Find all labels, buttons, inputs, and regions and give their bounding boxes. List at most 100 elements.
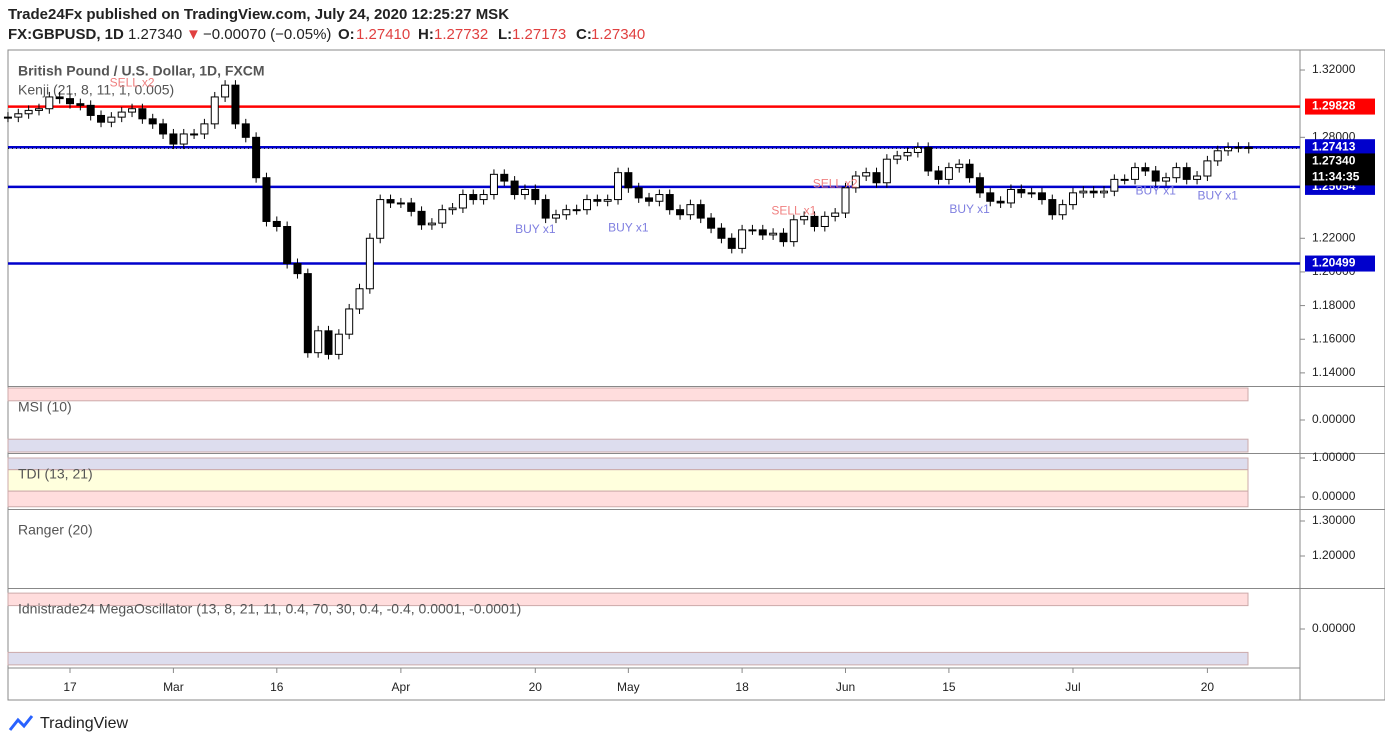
candle (148, 118, 157, 125)
symbol: FX:GBPUSD, 1D (8, 26, 124, 43)
candle (851, 175, 860, 189)
candle (645, 197, 654, 202)
candle (1068, 192, 1077, 206)
candle (1151, 170, 1160, 182)
candle (965, 163, 974, 179)
candle (179, 133, 188, 145)
signal-label: SELL x2 (813, 177, 858, 191)
candle (45, 96, 54, 110)
level-tag (1305, 139, 1375, 156)
candle (676, 209, 685, 216)
candle (324, 330, 333, 355)
candle (231, 84, 240, 125)
y-tick-label: 1.16000 (1312, 331, 1356, 345)
pane-band (7, 592, 1249, 607)
candle (107, 116, 116, 123)
signal-label: SELL x2 (110, 76, 155, 90)
candle (686, 204, 695, 216)
candle (489, 173, 498, 196)
last: 1.27340 (128, 26, 182, 43)
pane-title: Ranger (20) (18, 522, 93, 538)
frame (7, 49, 1385, 701)
level-label: 1.27413 (1312, 139, 1356, 153)
pane-y-tick-label: 1.30000 (1312, 513, 1356, 527)
candle (1141, 167, 1150, 172)
candle (562, 209, 571, 216)
current-label: 1.27340 (1312, 154, 1356, 168)
candle (655, 194, 664, 202)
candle (738, 229, 747, 249)
x-tick-label: 20 (529, 680, 543, 694)
candle (500, 173, 509, 182)
candle (820, 215, 829, 228)
candle (76, 103, 85, 106)
l-label: L: (498, 26, 512, 43)
candle (924, 146, 933, 172)
candle (1172, 167, 1181, 179)
candle (427, 222, 436, 226)
candle (190, 133, 199, 136)
candle (55, 96, 64, 100)
candle (789, 219, 798, 243)
candle (572, 209, 581, 212)
candle (717, 227, 726, 239)
candle (1017, 188, 1026, 194)
candle (128, 108, 137, 113)
candle (66, 98, 74, 105)
candle (955, 163, 964, 169)
candle (14, 113, 23, 118)
candle (986, 192, 995, 202)
candle (1006, 188, 1015, 204)
publisher: Trade24Fx published on TradingView.com, … (8, 6, 509, 23)
candle (996, 200, 1005, 204)
candle (634, 187, 643, 199)
candle (758, 229, 767, 236)
candle (396, 202, 405, 205)
candle (262, 177, 271, 222)
x-tick-label: 15 (942, 680, 956, 694)
candle (221, 84, 230, 98)
o: 1.27410 (356, 26, 410, 43)
candle (831, 212, 840, 217)
o-label: O: (338, 26, 355, 43)
candle (469, 194, 478, 201)
countdown: 11:34:35 (1312, 170, 1360, 184)
candle (345, 308, 354, 335)
candle (159, 123, 168, 135)
signal-label: BUY x1 (515, 222, 556, 236)
candle (117, 111, 126, 118)
x-tick-label: Apr (392, 680, 411, 694)
x-tick-label: 20 (1201, 680, 1215, 694)
current-tag (1305, 153, 1375, 186)
candle (1027, 192, 1036, 195)
change: −0.00070 (−0.05%) (203, 26, 331, 43)
pane-title: MSI (10) (18, 399, 72, 415)
logo (8, 715, 34, 731)
candle (603, 199, 612, 202)
arrow: ▼ (186, 26, 201, 43)
candle (417, 210, 426, 226)
candle (520, 188, 529, 196)
candle (1182, 167, 1191, 180)
candle (727, 237, 736, 249)
pane-y-tick-label: 0.00000 (1312, 412, 1356, 426)
candle (458, 194, 467, 209)
pane-y-tick-label: 0.00000 (1312, 489, 1356, 503)
x-tick-label: 16 (270, 680, 284, 694)
candle (975, 177, 984, 194)
candle (334, 333, 343, 355)
level-label: 1.29828 (1312, 99, 1356, 113)
signal-label: BUY x1 (608, 220, 649, 234)
signal-label: BUY x1 (1198, 188, 1239, 202)
c-label: C: (576, 26, 592, 43)
level-label: 1.20499 (1312, 256, 1356, 270)
candle (314, 330, 323, 354)
candle (841, 187, 850, 214)
y-tick-label: 1.18000 (1312, 298, 1356, 312)
candle (769, 232, 778, 236)
candle (541, 199, 550, 219)
candle (355, 288, 364, 310)
x-tick-label: May (617, 680, 640, 694)
candle (1213, 150, 1222, 162)
